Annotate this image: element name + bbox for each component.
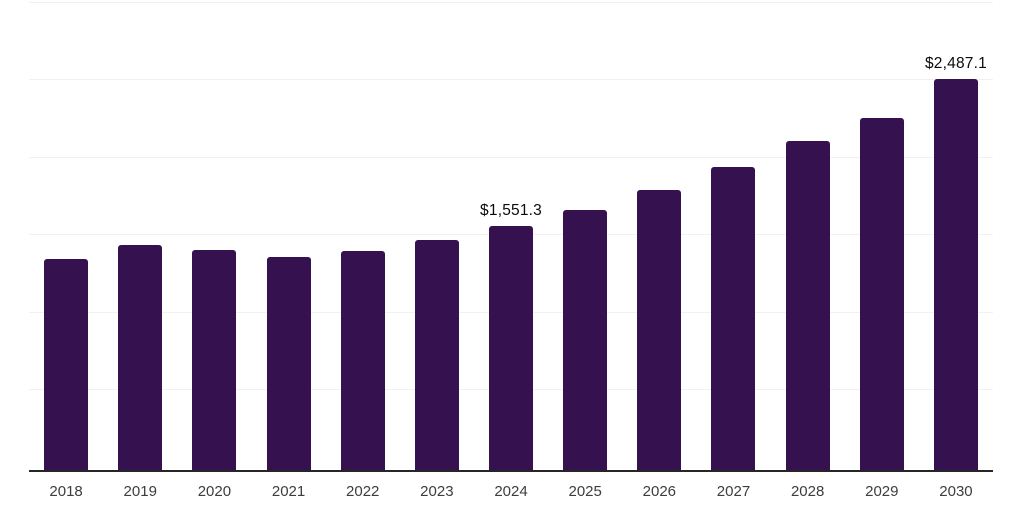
x-tick-label-2029: 2029: [865, 483, 899, 500]
gridline-2000: [29, 157, 993, 158]
bar-slot-2024: $1,551.3: [474, 0, 548, 470]
bar-2023: [414, 240, 459, 470]
x-tick-label-2027: 2027: [716, 483, 751, 500]
x-tick-label-2023: 2023: [420, 483, 454, 500]
x-tick-label-2018: 2018: [49, 483, 83, 500]
x-tick-label-2028: 2028: [790, 483, 825, 500]
bar-2027: [711, 167, 756, 470]
x-tick-label-2021: 2021: [271, 483, 306, 500]
bar-slot-2018: [29, 0, 103, 470]
bar-2024: [489, 225, 534, 470]
plot-area: $1,551.3 $2,487.1: [29, 0, 993, 472]
bars-row: $1,551.3 $2,487.1: [29, 0, 993, 470]
bar-2029: [859, 118, 904, 470]
bar-slot-2022: [326, 0, 400, 470]
bar-slot-2019: [103, 0, 177, 470]
bar-2019: [118, 244, 163, 470]
bar-2020: [192, 250, 237, 470]
bar-slot-2027: [696, 0, 770, 470]
bar-slot-2020: [177, 0, 251, 470]
bar-slot-2026: [622, 0, 696, 470]
bar-slot-2021: [251, 0, 325, 470]
bar-slot-2023: [400, 0, 474, 470]
x-axis-labels: 2018 2019 2020 2021 2022 2023 2024 2025 2026 2027…: [29, 483, 993, 500]
x-tick-label-2025: 2025: [568, 483, 602, 500]
bar-2026: [637, 190, 682, 470]
x-axis-line: [29, 470, 993, 472]
bar-value-label-2024: $1,551.3: [480, 201, 542, 219]
bar-2030: [933, 78, 978, 470]
gridline-2500: [29, 79, 993, 80]
x-tick-label-2026: 2026: [642, 483, 677, 500]
bar-2028: [785, 141, 830, 470]
x-tick-label-2019: 2019: [123, 483, 157, 500]
bar-2018: [44, 259, 89, 470]
x-tick-label-2030: 2030: [939, 483, 973, 500]
bar-2025: [563, 209, 608, 470]
x-tick-label-2020: 2020: [197, 483, 232, 500]
bar-slot-2025: [548, 0, 622, 470]
bar-slot-2028: [771, 0, 845, 470]
bar-slot-2029: [845, 0, 919, 470]
bar-2022: [340, 250, 385, 470]
x-tick-label-2024: 2024: [494, 483, 528, 500]
bar-value-label-2030: $2,487.1: [924, 54, 987, 72]
gridline-3000: [29, 2, 993, 3]
bar-2021: [266, 257, 311, 470]
bar-slot-2030: $2,487.1: [919, 0, 993, 470]
x-tick-label-2022: 2022: [346, 483, 380, 500]
